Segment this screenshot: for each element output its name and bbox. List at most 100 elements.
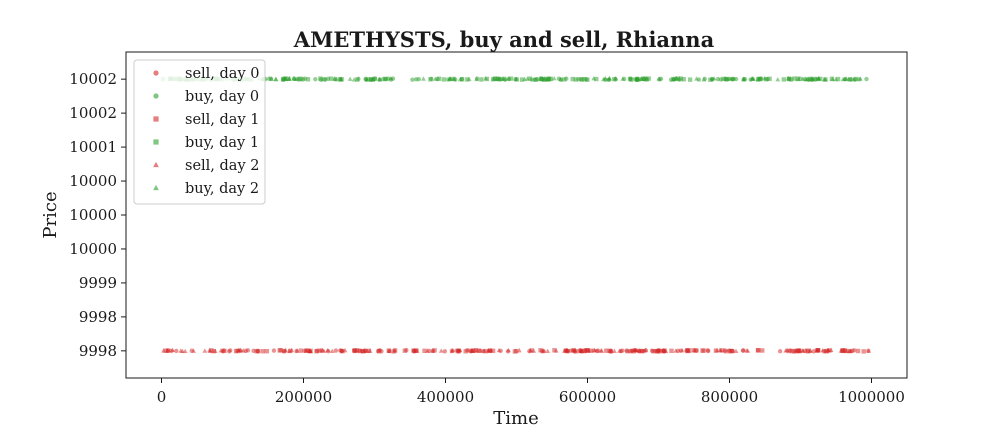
data-point [642,76,648,82]
data-point [313,76,318,82]
data-point [784,347,790,353]
data-point [857,76,863,81]
data-point [711,76,717,81]
data-point [367,348,373,353]
x-tick-label: 0 [157,388,167,406]
data-point [342,347,348,353]
legend-item: buy, day 1 [153,135,259,151]
data-point [506,347,511,353]
y-tick-label: 10000 [69,172,117,190]
data-point [681,77,686,82]
data-point [500,76,506,81]
data-point [333,348,339,353]
data-point [466,76,472,82]
legend-item: sell, day 1 [153,112,259,128]
data-point [646,76,651,81]
data-point [421,76,426,81]
data-point [810,76,816,82]
data-point [708,77,713,82]
data-point [861,349,866,354]
data-point [552,348,557,353]
legend-label: buy, day 0 [185,89,259,105]
data-point [733,348,739,354]
data-point [370,76,376,82]
data-point [644,76,650,81]
x-axis: 0 200000 400000 600000 800000 1000000 [157,378,905,406]
data-point [847,348,853,354]
legend-marker [153,116,159,122]
data-point [545,76,551,81]
data-point [740,348,746,353]
data-point [814,348,820,353]
legend-label: buy, day 1 [185,135,259,151]
data-point [174,348,179,354]
data-point [544,77,550,82]
data-point [599,348,605,353]
data-point [803,76,809,82]
data-point [693,348,699,353]
legend-marker [153,184,159,191]
data-point [318,76,323,81]
data-point [416,76,421,82]
data-point [432,76,438,81]
data-point [338,77,344,82]
y-axis: 9998 9998 9999 10000 10000 10000 10001 10002 100… [69,70,126,360]
data-point [488,347,494,353]
data-point [283,347,288,353]
data-point [505,76,511,81]
data-point [245,348,251,353]
data-point [457,76,463,82]
data-point [669,348,674,354]
data-point [298,348,304,353]
data-point [741,77,747,82]
data-point [714,348,720,353]
y-tick-label: 9998 [79,308,117,326]
data-point [548,76,554,82]
data-point [629,77,634,82]
data-point [833,76,839,82]
data-point [286,348,292,354]
data-point [320,347,326,352]
data-point [796,348,802,353]
data-point [633,347,639,353]
data-point [795,76,801,82]
chart-title: AMETHYSTS, buy and sell, Rhianna [293,27,715,52]
data-point [586,348,592,353]
data-point [474,76,480,82]
data-point [718,348,724,353]
data-point [864,76,869,82]
legend-item: sell, day 0 [153,66,259,82]
data-point [496,76,501,82]
y-tick-label: 10000 [69,206,117,224]
data-point [386,348,392,354]
data-point [635,76,641,81]
data-point [303,348,309,353]
data-point [538,348,543,353]
data-point [273,76,279,81]
y-tick-label: 10002 [69,104,117,122]
data-point [679,347,685,353]
data-point [476,348,482,353]
data-point [745,348,751,353]
data-point [572,348,578,353]
data-point [573,77,579,82]
data-point [165,348,170,353]
data-point [218,348,224,353]
data-point [340,348,345,354]
data-point [442,349,448,354]
data-point [522,76,528,82]
data-point [240,348,246,353]
data-point [357,348,363,354]
data-point [701,348,706,353]
data-point [491,76,497,81]
data-point [513,76,519,81]
data-point [277,348,282,353]
legend-label: sell, day 0 [185,66,259,82]
y-tick-label: 9999 [79,274,117,292]
data-point [402,348,408,353]
data-point [613,75,619,81]
legend-marker [153,139,159,145]
data-point [594,76,599,82]
y-tick-label: 10000 [69,240,117,258]
data-point [639,76,645,81]
